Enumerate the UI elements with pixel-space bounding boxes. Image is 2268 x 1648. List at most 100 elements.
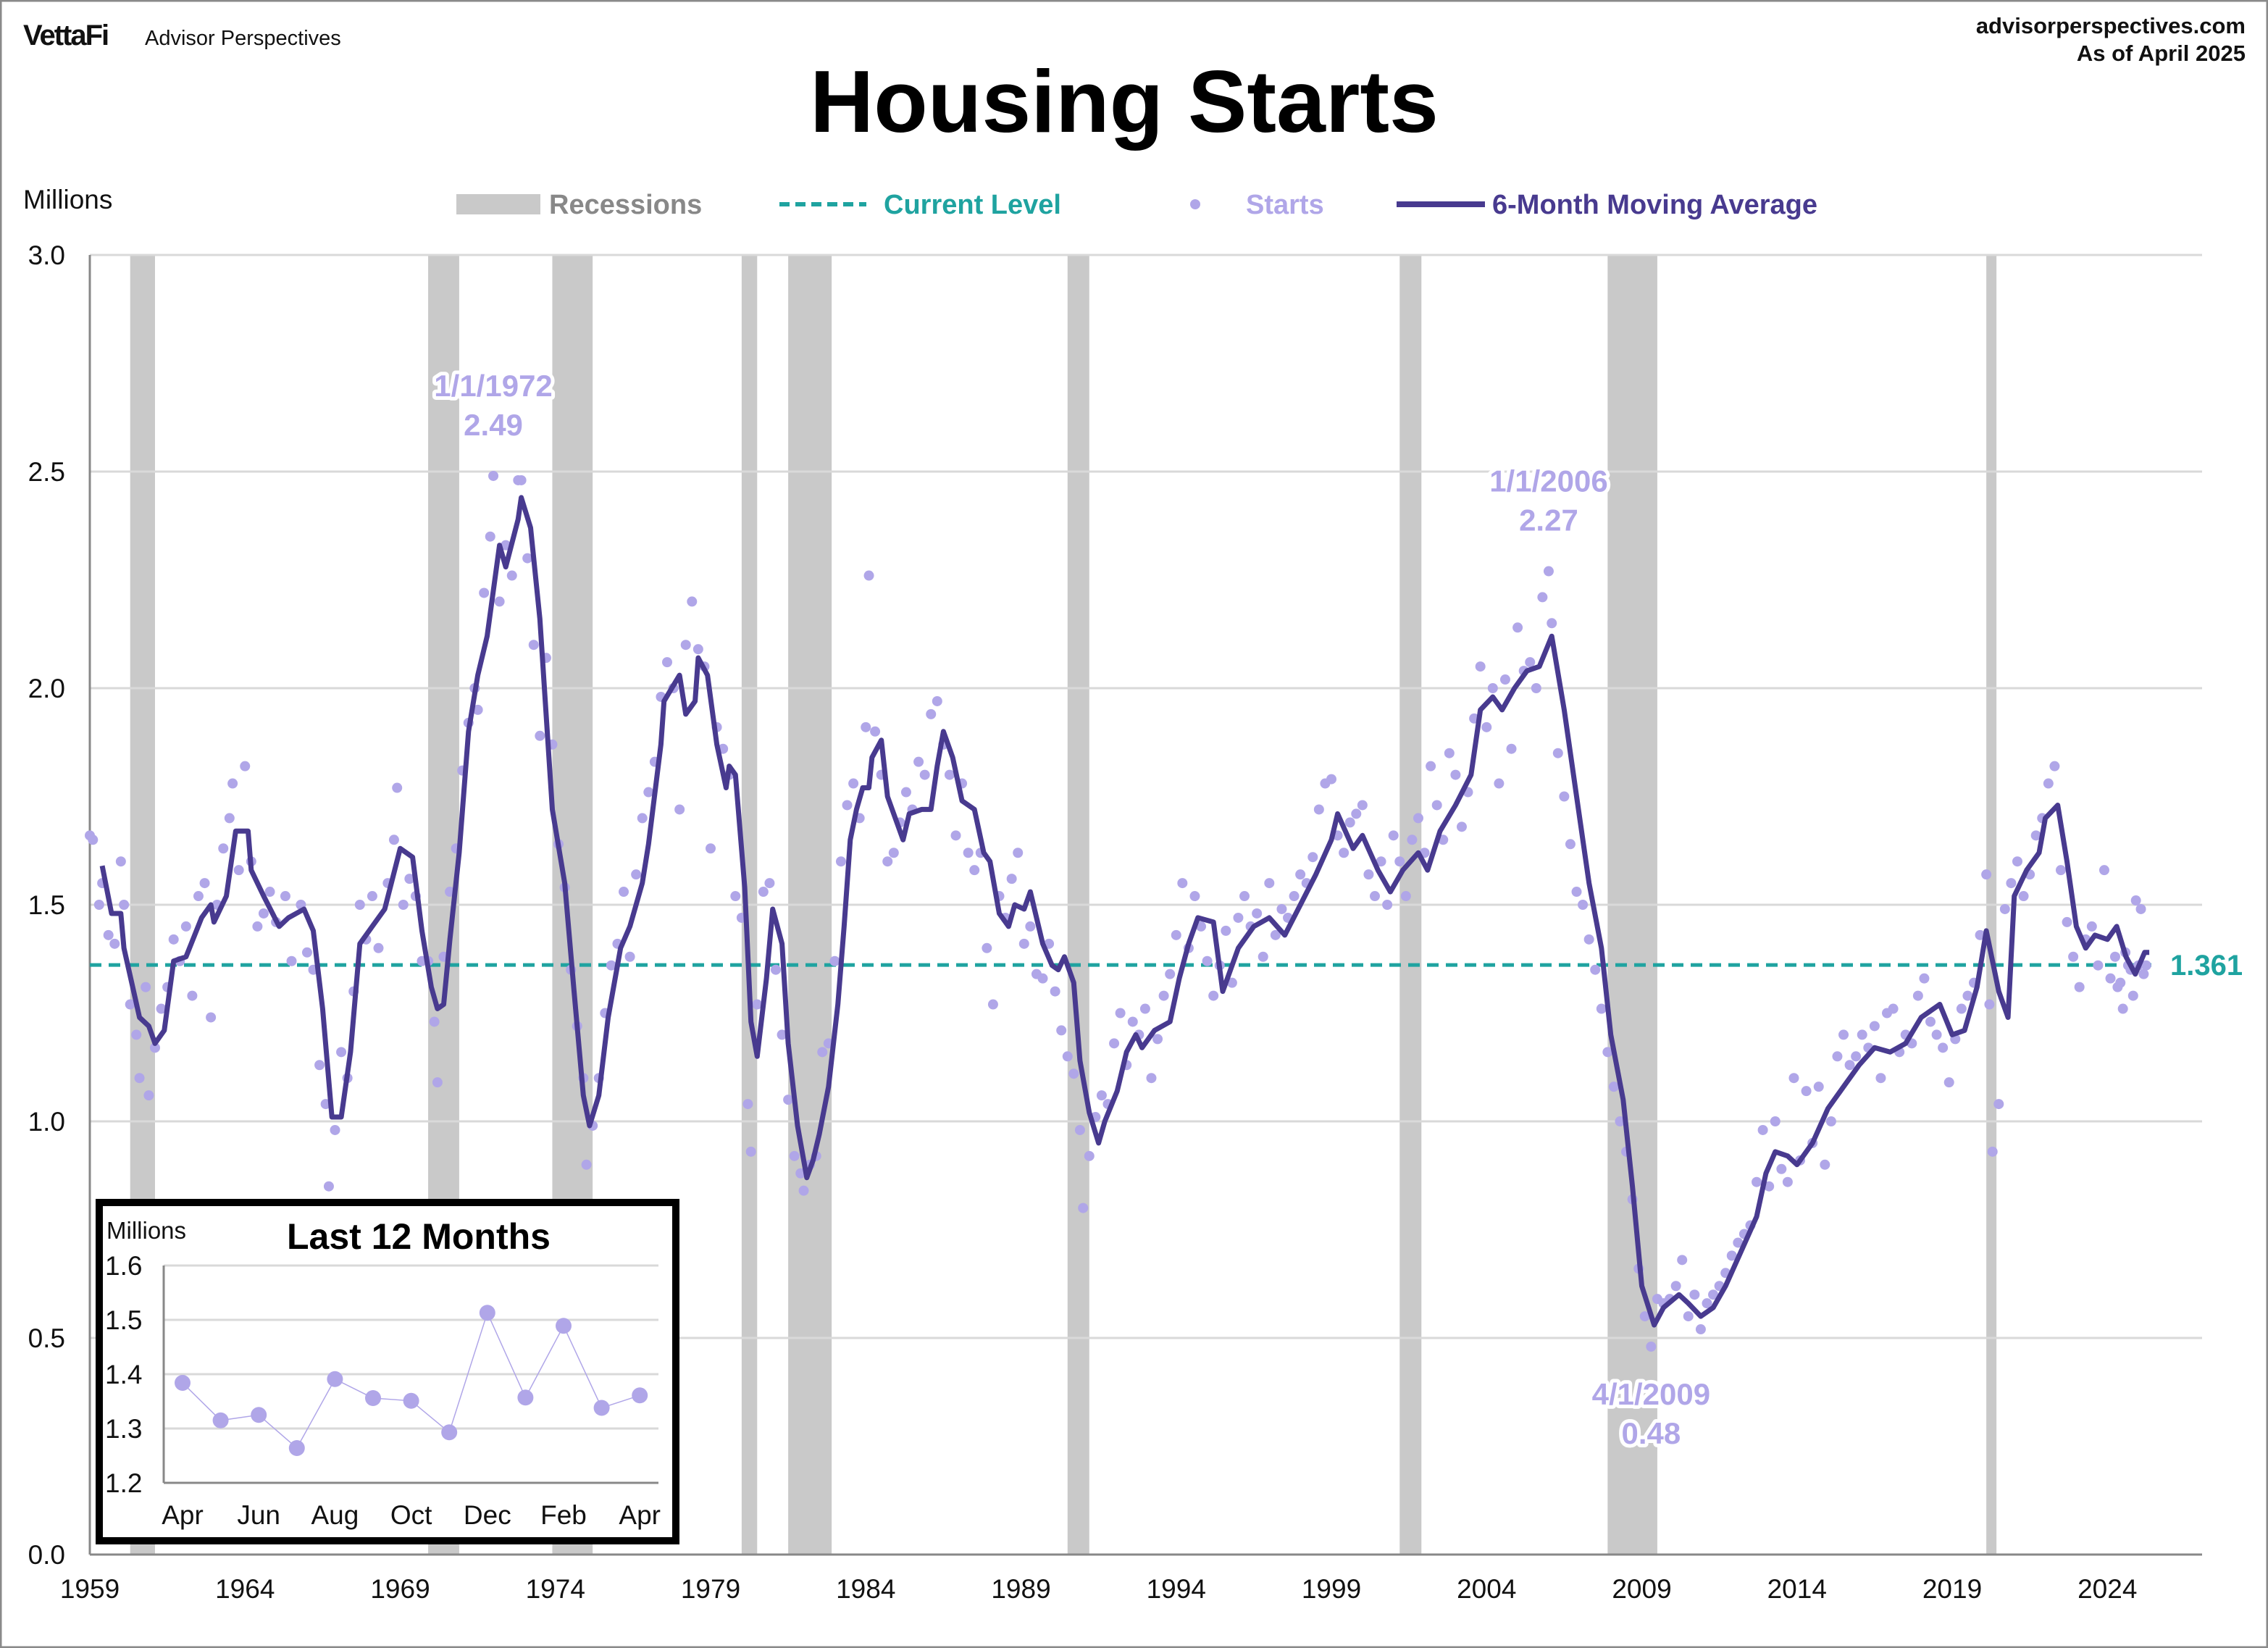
starts-point <box>1426 761 1436 771</box>
starts-point <box>2006 878 2017 889</box>
inset-x-tick-label: Jun <box>237 1500 280 1530</box>
starts-point <box>1363 869 1374 880</box>
x-tick-label: 2014 <box>1767 1574 1827 1604</box>
starts-point <box>1857 1029 1867 1040</box>
starts-point <box>1757 1124 1768 1135</box>
starts-point <box>770 964 781 975</box>
chart-title: Housing Starts <box>810 52 1439 151</box>
starts-point <box>1801 1086 1812 1097</box>
starts-point <box>1221 925 1231 936</box>
starts-point <box>913 756 924 767</box>
starts-point <box>2012 856 2022 867</box>
starts-point <box>1171 929 1181 940</box>
starts-point <box>2018 891 2029 902</box>
starts-point <box>1788 1073 1799 1084</box>
starts-point <box>1062 1051 1073 1062</box>
starts-point <box>1084 1150 1095 1161</box>
inset-point <box>632 1387 648 1404</box>
starts-point <box>2062 916 2072 927</box>
x-tick-label: 1964 <box>215 1574 275 1604</box>
starts-point <box>1413 813 1423 824</box>
starts-point <box>1450 769 1461 780</box>
legend-moving-average-label: 6-Month Moving Average <box>1492 190 1817 220</box>
starts-point <box>180 921 191 932</box>
starts-point <box>141 982 151 992</box>
starts-point <box>835 856 846 867</box>
starts-point <box>367 891 377 902</box>
starts-point <box>1512 622 1523 633</box>
starts-point <box>2117 1003 2128 1014</box>
brand-name: Advisor Perspectives <box>145 27 341 50</box>
starts-point <box>1394 856 1405 867</box>
starts-point <box>1252 908 1263 919</box>
current-level-label: 1.361 <box>2170 950 2243 982</box>
starts-point <box>1770 1116 1780 1126</box>
annotation-date: 1/1/2006 <box>1489 464 1608 498</box>
starts-point <box>224 813 235 824</box>
starts-point <box>950 830 961 841</box>
starts-point <box>783 1095 794 1105</box>
starts-point <box>1993 1099 2004 1110</box>
starts-point <box>119 900 130 910</box>
starts-point <box>1351 808 1362 819</box>
starts-point <box>1307 852 1318 863</box>
inset-x-tick-label: Oct <box>390 1500 432 1530</box>
starts-point <box>1326 774 1336 785</box>
starts-point <box>1109 1038 1120 1049</box>
starts-point <box>535 730 545 741</box>
starts-point <box>1196 921 1207 932</box>
starts-point <box>1931 1029 1942 1040</box>
starts-point <box>1838 1029 1849 1040</box>
starts-point <box>1264 878 1275 889</box>
starts-point <box>1078 1202 1089 1213</box>
starts-point <box>637 813 648 824</box>
starts-point <box>1596 1003 1607 1014</box>
x-tick-label: 1969 <box>370 1574 430 1604</box>
starts-point <box>134 1073 145 1084</box>
starts-point <box>156 1003 167 1014</box>
x-tick-label: 1989 <box>991 1574 1050 1604</box>
inset-y-tick-label: 1.2 <box>105 1468 142 1498</box>
starts-point <box>752 999 763 1010</box>
inset-y-tick-label: 1.5 <box>105 1305 142 1335</box>
starts-point <box>432 1077 443 1088</box>
moving-average-line <box>99 495 2150 1328</box>
starts-point <box>1056 1025 1067 1036</box>
starts-point <box>932 695 942 706</box>
starts-point <box>392 782 403 793</box>
x-tick-label: 2009 <box>1612 1574 1671 1604</box>
starts-point <box>2074 982 2085 992</box>
starts-point <box>1912 990 1923 1001</box>
inset-x-tick-label: Feb <box>540 1500 587 1530</box>
starts-point <box>1639 1311 1650 1322</box>
x-tick-label: 1984 <box>836 1574 895 1604</box>
starts-point <box>2127 990 2138 1001</box>
starts-point <box>1832 1051 1843 1062</box>
starts-point <box>103 929 114 940</box>
starts-point <box>1258 951 1268 962</box>
starts-point <box>1050 986 1060 997</box>
starts-point <box>88 835 99 845</box>
starts-point <box>1475 661 1486 672</box>
x-tick-label: 1959 <box>60 1574 120 1604</box>
starts-point <box>1499 674 1510 685</box>
starts-point <box>1400 891 1411 902</box>
starts-point <box>1981 869 1992 880</box>
inset-point <box>288 1440 305 1456</box>
starts-point <box>1962 990 1973 1001</box>
starts-point <box>1543 566 1554 577</box>
starts-point <box>1984 999 1995 1010</box>
starts-point <box>777 1029 787 1040</box>
starts-point <box>1313 804 1324 815</box>
starts-point <box>842 800 853 811</box>
x-tick-label: 1974 <box>526 1574 585 1604</box>
starts-point <box>662 657 673 668</box>
starts-point <box>404 874 415 884</box>
starts-point <box>969 865 980 876</box>
y-tick-label: 3.0 <box>28 240 65 270</box>
starts-point <box>900 787 911 798</box>
starts-point <box>388 835 399 845</box>
starts-point <box>1820 1159 1830 1170</box>
starts-point <box>1369 891 1380 902</box>
inset-unit: Millions <box>106 1217 186 1244</box>
